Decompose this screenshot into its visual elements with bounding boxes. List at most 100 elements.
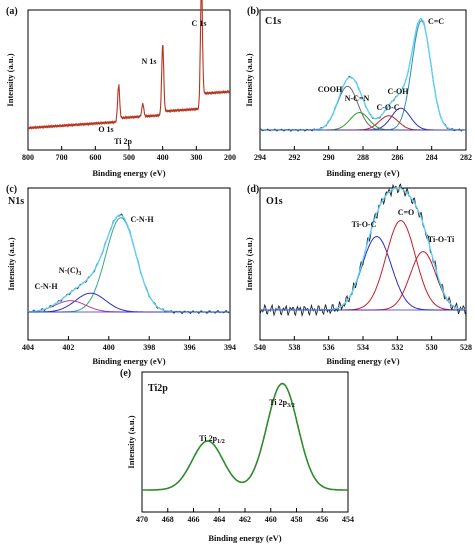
panel-d-raw-data: [259, 183, 467, 318]
panel-d-tick-label: 532: [391, 343, 403, 352]
panel-e-p12-label: Ti 2p1/2: [199, 434, 225, 445]
panel-c-title: N1s: [8, 196, 24, 207]
panel-c: (c) N1s Intensity (a.u.) Binding energy …: [6, 184, 236, 366]
panel-e-x-ticks: 470 468 466 464 462 460 458 456 454: [136, 508, 354, 524]
panel-e-tick-label: 466: [188, 515, 200, 524]
panel-e-xlabel: Binding energy (eV): [208, 533, 281, 543]
panel-c-nc3-label: N-(C)3: [59, 266, 82, 277]
panel-c-label: (c): [6, 184, 17, 195]
panel-c-tick-label: 400: [103, 343, 115, 352]
panel-e-tick-label: 468: [162, 515, 174, 524]
panel-d-tick-label: 530: [426, 343, 438, 352]
panel-e-curves: [142, 382, 348, 491]
panel-b-coc-label: C-O-C: [376, 103, 399, 112]
panel-c-ylabel: Intensity (a.u.): [6, 237, 16, 290]
panel-d-tick-label: 536: [323, 343, 335, 352]
panel-e-ti2p-curve: [142, 382, 348, 491]
panel-e-tick-label: 460: [265, 515, 277, 524]
panel-c-nc3-text: N-(C): [59, 266, 79, 275]
panel-c-cnh-main-label: C-N-H: [130, 215, 154, 224]
panel-d-tick-label: 540: [254, 343, 266, 352]
panel-e-tick-label: 458: [291, 515, 303, 524]
panel-b-curves: [259, 17, 467, 132]
panel-e-title: Ti2p: [148, 383, 168, 394]
panel-d-tioc-label: Ti-O-C: [352, 220, 377, 229]
panel-d-ylabel: Intensity (a.u.): [244, 237, 254, 290]
panel-a-tick-label: 600: [89, 153, 101, 162]
panel-b-coh-label: C-OH: [388, 87, 410, 96]
panel-a-x-ticks: 800 700 600 500 400 300 200: [22, 146, 236, 162]
panel-c-component-0: [28, 217, 230, 313]
panel-c-fit-envelope: [27, 214, 230, 313]
panel-b-component-1: [260, 107, 466, 131]
panel-a-survey-line: [27, 0, 231, 130]
panel-b-tick-label: 288: [357, 153, 369, 162]
panel-b-xlabel: Binding energy (eV): [326, 168, 399, 178]
panel-b-tick-label: 286: [391, 153, 403, 162]
panel-d-label: (d): [247, 184, 259, 195]
panel-a-xlabel: Binding energy (eV): [92, 168, 165, 178]
panel-c-frame: [27, 187, 231, 341]
panel-a: (a) Intensity (a.u.) Binding energy (eV)…: [5, 0, 236, 178]
panel-b-ncn-label: N-C=N: [345, 94, 370, 103]
panel-b-component-2: [260, 115, 466, 131]
panel-b-cc-label: C=C: [428, 17, 444, 26]
panel-c-tick-label: 402: [62, 343, 74, 352]
panel-e-tick-label: 464: [213, 515, 225, 524]
panel-e: (e) Ti2p Intensity (a.u.) Binding energy…: [120, 368, 354, 543]
panel-e-tick-label: 470: [136, 515, 148, 524]
panel-b-title: C1s: [265, 16, 281, 27]
panel-c-tick-label: 394: [224, 343, 236, 352]
panel-a-tick-label: 700: [56, 153, 68, 162]
panel-a-o1s-label: O 1s: [98, 125, 113, 134]
panel-c-curves: [27, 213, 231, 314]
panel-a-tick-label: 500: [123, 153, 135, 162]
panel-d-fit-envelope: [260, 187, 467, 311]
panel-c-xlabel: Binding energy (eV): [92, 356, 165, 366]
panel-d-x-ticks: 540 538 536 534 532 530 528: [254, 336, 472, 352]
panel-d-co-label: C=O: [398, 208, 415, 217]
panel-a-tick-label: 800: [22, 153, 34, 162]
panel-e-tick-label: 454: [342, 515, 354, 524]
panel-d-curves: [259, 183, 467, 318]
panel-d-tick-label: 528: [460, 343, 472, 352]
panel-c-nc3-sub: 3: [78, 271, 81, 277]
panel-d-tioti-label: Ti-O-Ti: [428, 235, 455, 244]
panel-e-p32-label: Ti 2p3/2: [269, 398, 295, 409]
panel-c-tick-label: 396: [184, 343, 196, 352]
panel-a-label: (a): [6, 6, 18, 17]
panel-e-ylabel: Intensity (a.u.): [126, 415, 136, 468]
panel-b-tick-label: 292: [288, 153, 300, 162]
panel-b-label: (b): [247, 6, 259, 17]
panel-e-p12-text: Ti 2p: [199, 434, 217, 443]
panel-e-p32-sub: 3/2: [287, 403, 295, 409]
panel-b-tick-label: 294: [254, 153, 266, 162]
panel-a-n1s-label: N 1s: [142, 57, 157, 66]
panel-c-cnh-small-label: C-N-H: [34, 282, 58, 291]
panel-c-x-ticks: 404 402 400 398 396 394: [22, 336, 236, 352]
panel-d: (d) O1s Intensity (a.u.) Binding energy …: [244, 183, 472, 366]
panel-e-p32-text: Ti 2p: [269, 398, 287, 407]
panel-a-tick-label: 400: [157, 153, 169, 162]
panel-c-tick-label: 398: [143, 343, 155, 352]
panel-d-tick-label: 534: [357, 343, 369, 352]
panel-a-tick-label: 200: [224, 153, 236, 162]
panel-a-ti2p-label: Ti 2p: [114, 137, 132, 146]
panel-d-title: O1s: [266, 196, 283, 207]
panel-b: (b) C1s Intensity (a.u.) Binding energy …: [244, 6, 472, 178]
panel-b-raw-data: [259, 18, 467, 132]
panel-b-tick-label: 290: [323, 153, 335, 162]
panel-d-tick-label: 538: [288, 343, 300, 352]
panel-a-ylabel: Intensity (a.u.): [5, 53, 15, 106]
panel-a-tick-label: 300: [190, 153, 202, 162]
panel-b-frame: [259, 9, 467, 151]
panel-e-label: (e): [120, 368, 131, 379]
panel-a-c1s-label: C 1s: [192, 19, 207, 28]
panel-b-ylabel: Intensity (a.u.): [244, 53, 254, 106]
panel-c-tick-label: 404: [22, 343, 34, 352]
panel-d-xlabel: Binding energy (eV): [326, 356, 399, 366]
panel-b-cooh-label: COOH: [318, 85, 343, 94]
panel-e-tick-label: 462: [239, 515, 251, 524]
panel-e-tick-label: 456: [316, 515, 328, 524]
